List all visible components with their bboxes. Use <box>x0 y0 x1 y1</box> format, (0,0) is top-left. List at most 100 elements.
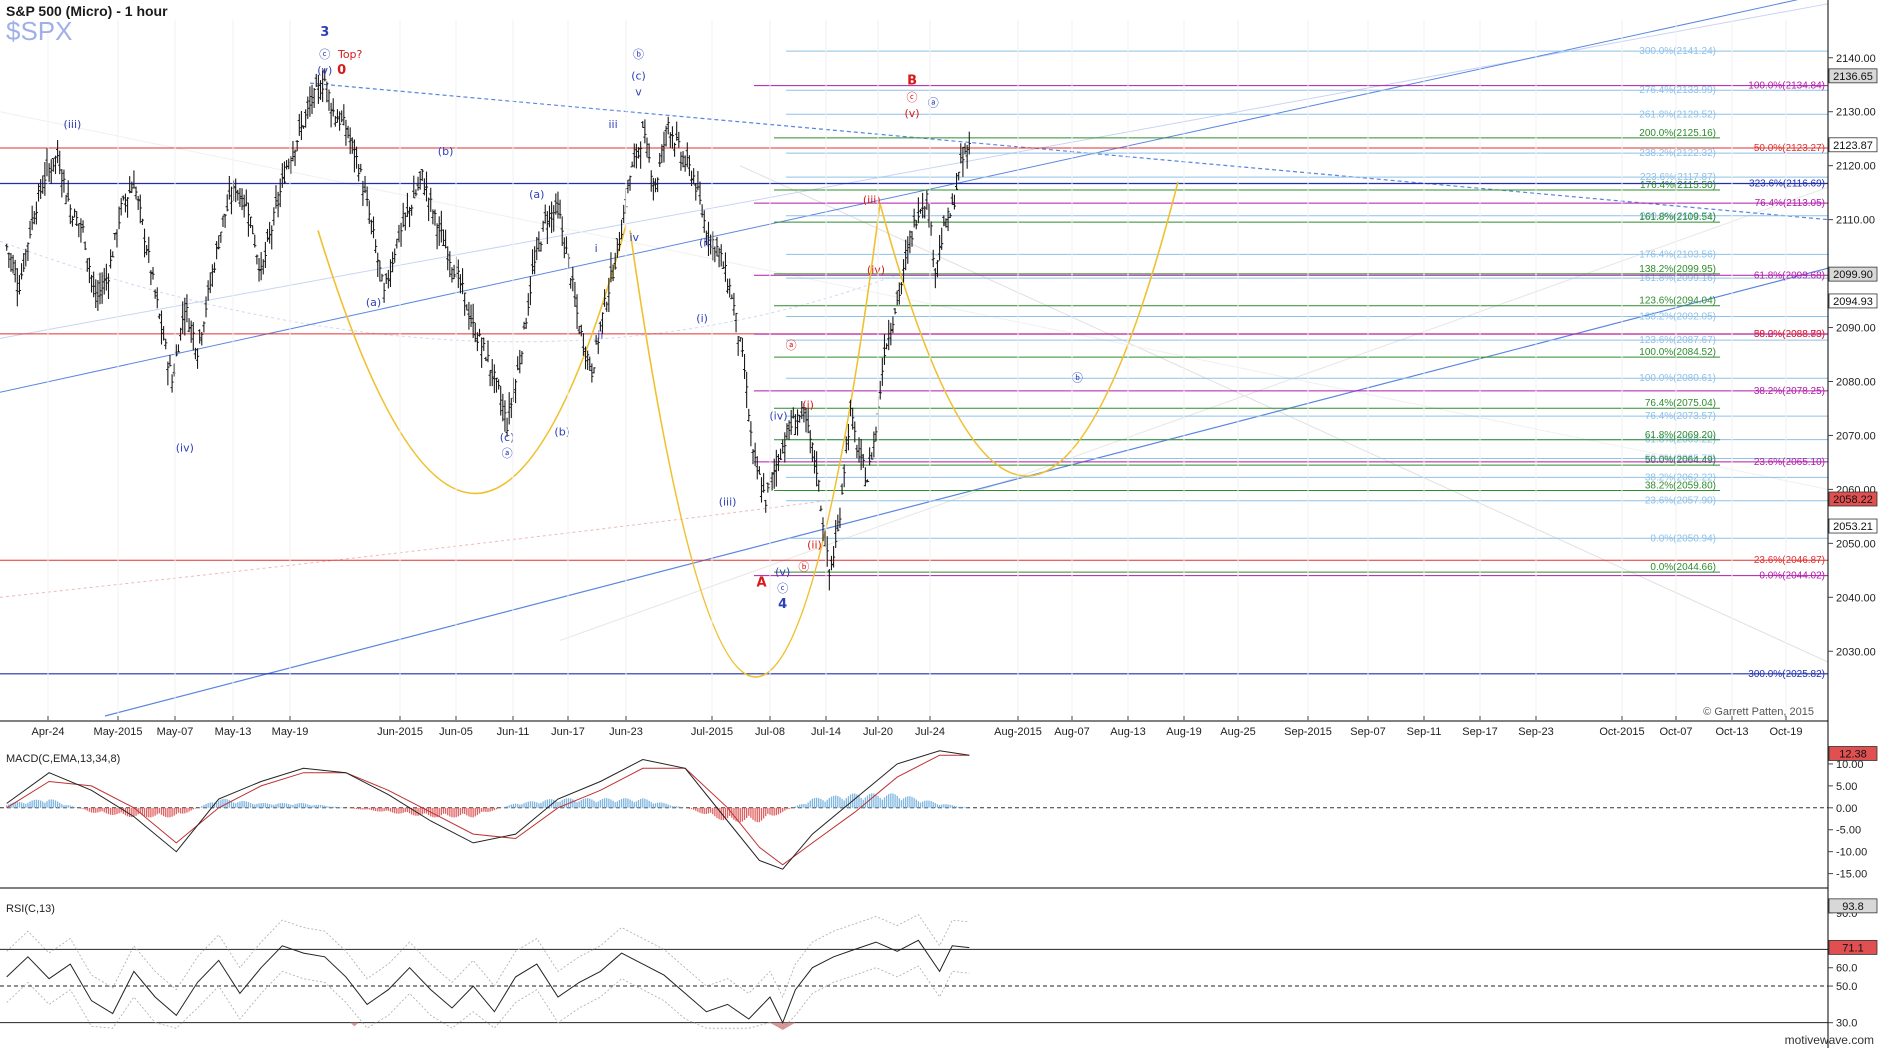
x-tick-label: Sep-11 <box>1407 726 1442 738</box>
y-tick-label: 2070.00 <box>1836 430 1876 442</box>
macd-y-tick-label: -15.00 <box>1836 869 1867 881</box>
rsi-value-label: 93.8 <box>1842 901 1863 913</box>
fib-lightblue-label: 138.2%(2092.05) <box>1639 311 1716 322</box>
wave-label: ⓒ <box>777 582 788 595</box>
fib-magenta-label: 0.0%(2044.02) <box>1759 571 1825 582</box>
x-tick-label: Aug-2015 <box>994 726 1042 738</box>
fib-red-label: 38.2%(2088.83) <box>1754 329 1825 340</box>
x-tick-label: Jul-24 <box>915 726 945 738</box>
price-box-label: 2058.22 <box>1833 494 1873 506</box>
y-tick-label: 2110.00 <box>1836 215 1875 227</box>
rsi-band-lower <box>6 965 970 1029</box>
trend-line-lower <box>104 267 1829 717</box>
x-tick-label: Jul-20 <box>863 726 893 738</box>
fib-green-label: 61.8%(2069.20) <box>1645 430 1716 441</box>
wave-label: (v) <box>317 64 332 77</box>
wave-label: ⓑ <box>1072 371 1083 384</box>
price-box-label: 2053.21 <box>1833 521 1873 533</box>
trend-line-upper <box>0 0 1799 393</box>
wave-label: (a) <box>529 188 544 201</box>
x-tick-label: Apr-24 <box>31 726 64 738</box>
fib-magenta-label: 38.2%(2078.25) <box>1754 386 1825 397</box>
macd-value-box <box>1828 746 1878 761</box>
fib-green-label: 0.0%(2044.66) <box>1650 562 1716 573</box>
y-tick-label: 2030.00 <box>1836 646 1876 658</box>
moving-average <box>0 499 831 598</box>
x-tick-label: Jun-05 <box>439 726 473 738</box>
rsi-value-box <box>1828 940 1878 955</box>
fib-lightblue-label: 100.0%(2080.61) <box>1639 373 1716 384</box>
wave-label: ⓒ <box>319 48 330 61</box>
fib-magenta-label: 100.0%(2134.84) <box>1748 81 1825 92</box>
faint-line <box>559 186 1829 641</box>
fib-green-label: 123.6%(2094.04) <box>1639 296 1716 307</box>
x-tick-label: Jul-08 <box>755 726 785 738</box>
rsi-y-tick-label: 50.0 <box>1836 981 1857 993</box>
wave-label: (ii) <box>807 539 822 552</box>
wave-label: (a) <box>366 296 381 309</box>
x-tick-label: Sep-2015 <box>1284 726 1332 738</box>
fib-green-label: 200.0%(2125.16) <box>1639 128 1716 139</box>
wave-label: ⓒ <box>907 91 918 104</box>
x-tick-label: Jun-11 <box>497 726 530 738</box>
rsi-oversold-fill <box>350 1022 359 1027</box>
wave-label: A <box>756 576 766 591</box>
fib-lightblue-label: 300.0%(2141.24) <box>1639 46 1716 57</box>
fib-magenta-label: 50.0%(2088.79) <box>1754 329 1825 340</box>
y-tick-label: 2140.00 <box>1836 53 1876 65</box>
wave-label: (b) <box>438 145 454 158</box>
rsi-y-tick-label: 30.0 <box>1836 1018 1857 1030</box>
wave-label: (iii) <box>64 118 82 131</box>
macd-signal-line <box>6 754 970 866</box>
macd-title: MACD(C,EMA,13,34,8) <box>6 753 120 765</box>
wave-label: (iii) <box>719 496 737 509</box>
rsi-value-label: 71.1 <box>1842 942 1863 954</box>
wave-label: (v) <box>775 566 790 579</box>
overlay-text: S&P 500 (Micro) - 1 hour $SPX © Garrett … <box>6 3 1874 1047</box>
fib-green-label: 161.8%(2109.54) <box>1639 212 1716 223</box>
x-tick-label: Sep-17 <box>1462 726 1497 738</box>
x-tick-label: Jul-14 <box>811 726 841 738</box>
wave-label: 0 <box>337 63 346 78</box>
wave-label: i <box>595 242 598 255</box>
wave-label: Top? <box>337 48 363 61</box>
x-tick-label: Oct-07 <box>1659 726 1692 738</box>
chart-title: S&P 500 (Micro) - 1 hour <box>6 3 168 19</box>
wave-label: (b) <box>554 425 570 438</box>
x-tick-label: Jun-2015 <box>377 726 423 738</box>
fib-red-label: 23.6%(2046.87) <box>1754 555 1825 566</box>
macd-line <box>6 750 970 870</box>
macd-y-tick-label: 0.00 <box>1836 803 1857 815</box>
fib-lightblue-label: 76.4%(2073.57) <box>1645 411 1716 422</box>
rsi-panel[interactable]: RSI(C,13) <box>0 903 1828 1030</box>
wave-label: v <box>635 86 642 99</box>
x-tick-label: Oct-19 <box>1769 726 1802 738</box>
price-box <box>1828 491 1878 507</box>
y-tick-label: 2080.00 <box>1836 376 1876 388</box>
price-box <box>1828 68 1878 84</box>
price-box-label: 2123.87 <box>1833 140 1873 152</box>
fib-lightblue-label: 200.0%(2110.71) <box>1640 211 1716 222</box>
wave-label: (ii) <box>699 237 714 250</box>
fib-lightblue-label: 276.4%(2133.99) <box>1639 85 1716 96</box>
fib-green-label: 50.0%(2064.49) <box>1645 455 1716 466</box>
rsi-y-tick-label: 60.0 <box>1836 963 1857 975</box>
fib-lightblue-label: 161.8%(2099.16) <box>1639 273 1716 284</box>
price-panel[interactable]: 300.0%(2141.24) 276.4%(2133.99) 261.8%(212… <box>0 0 1829 717</box>
fib-lightblue-label: 50.0%(2065.72) <box>1645 454 1716 465</box>
wave-label: (iv) <box>867 264 885 277</box>
wave-label: ⓐ <box>502 447 513 460</box>
wave-label: (iv) <box>769 409 787 422</box>
yellow-arc <box>629 203 881 678</box>
x-tick-label: May-13 <box>215 726 252 738</box>
macd-panel[interactable]: MACD(C,EMA,13,34,8) <box>0 750 1828 870</box>
x-tick-label: Oct-13 <box>1715 726 1748 738</box>
fib-lightblue-label: 238.2%(2122.32) <box>1639 148 1716 159</box>
x-tick-label: Jun-23 <box>609 726 643 738</box>
x-tick-label: May-2015 <box>94 726 143 738</box>
x-tick-label: Jun-17 <box>551 726 585 738</box>
rsi-oversold-fill <box>769 1022 796 1030</box>
y-tick-label: 2120.00 <box>1836 161 1876 173</box>
fib-lightblue-label: 123.6%(2087.67) <box>1639 335 1716 346</box>
price-box-label: 2094.93 <box>1833 296 1873 308</box>
